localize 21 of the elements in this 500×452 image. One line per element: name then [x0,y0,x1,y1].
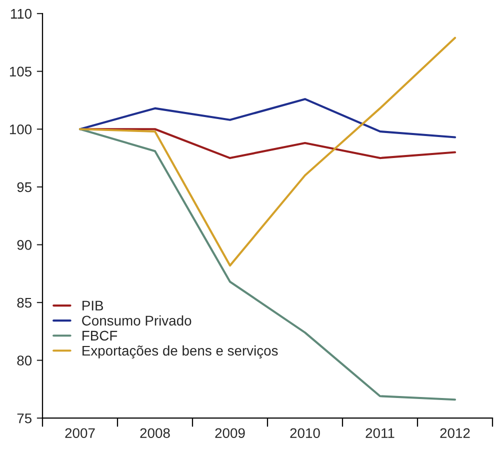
y-tick-label: 75 [17,414,32,424]
line-series [78,98,456,138]
legend-label: Consumo Privado [82,315,192,326]
y-tick-label: 110 [10,8,32,19]
x-tick-label: 2010 [290,428,320,438]
y-tick-label: 100 [10,124,32,134]
x-tick-label: 2012 [440,428,470,438]
line-series [78,36,456,267]
x-tick-label: 2009 [215,428,245,438]
y-tick-label: 80 [17,356,32,366]
y-tick-label: 90 [17,240,32,250]
x-tick-label: 2011 [366,428,394,438]
legend-label: Exportações de bens e serviços [82,345,278,358]
x-tick-label: 2008 [140,428,170,438]
line-series [78,128,456,401]
legend-label: PIB [82,300,104,310]
x-tick-label: 2007 [65,428,95,438]
y-tick-label: 85 [17,298,32,308]
y-tick-label: 95 [17,182,32,192]
legend-label: FBCF [82,330,118,341]
y-tick-label: 105 [10,66,32,77]
